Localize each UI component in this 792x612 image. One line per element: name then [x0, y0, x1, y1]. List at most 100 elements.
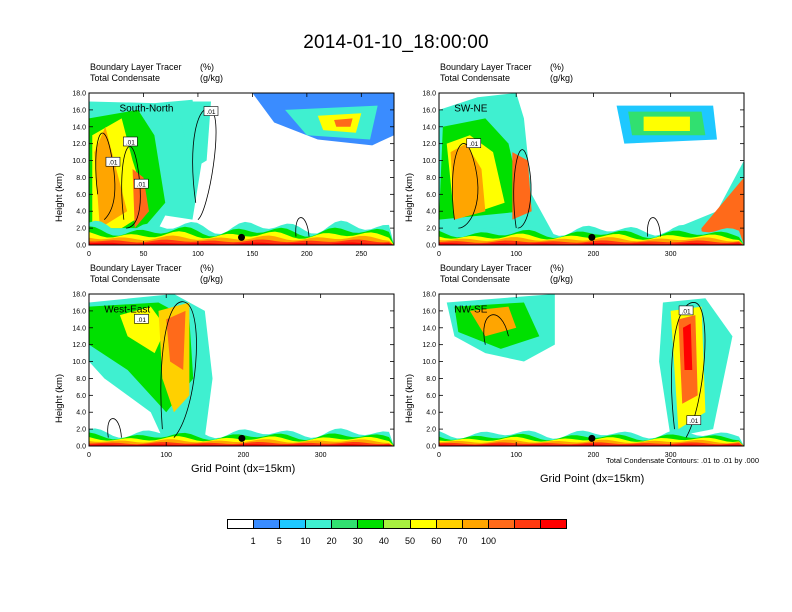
x-tick-label: 0: [87, 251, 91, 258]
panel-variable-unit: (%): [550, 263, 564, 273]
panel-variable-label: Boundary Layer Tracer: [90, 62, 182, 72]
y-tick-label: 6.0: [76, 192, 86, 199]
y-tick-label: 16.0: [72, 308, 86, 315]
condensate-contour-line: [513, 149, 532, 229]
boundary-layer-shading: [439, 242, 744, 245]
panel-contour-unit: (g/kg): [550, 274, 574, 284]
y-axis-title: Height (km): [404, 373, 415, 423]
tracer-shading: [512, 152, 532, 220]
contour-interval-note: Total Condensate Contours: .01 to .01 by…: [606, 456, 760, 465]
x-tick-label: 100: [510, 452, 522, 459]
panel-variable-unit: (%): [550, 62, 564, 72]
plot-frame: [438, 293, 745, 447]
x-tick-label: 50: [140, 251, 148, 258]
condensate-contours: [107, 301, 197, 438]
figure-title: 2014-01-10_18:00:00: [303, 32, 489, 53]
y-tick-label: 8.0: [426, 376, 436, 383]
y-tick-label: 0.0: [426, 243, 436, 250]
tracer-shading: [94, 126, 128, 229]
panel-south-north: Boundary Layer Tracer (%) Total Condensat…: [72, 62, 438, 292]
contour-label: .01: [108, 160, 117, 167]
y-tick-label: 4.0: [76, 209, 86, 216]
plot-frame: [88, 293, 395, 447]
colorbar-swatch: [254, 520, 281, 528]
colorbar-tick-label: 20: [326, 536, 337, 546]
contour-label: .01: [137, 317, 146, 324]
colorbar-swatch: [358, 520, 385, 528]
y-tick-label: 14.0: [72, 325, 86, 332]
colorbar-swatch: [280, 520, 307, 528]
x-axis-title: Grid Point (dx=15km): [191, 463, 296, 475]
x-tick-label: 300: [665, 251, 677, 258]
panel-sw-ne: Boundary Layer Tracer (%) Total Condensat…: [422, 62, 788, 292]
contour-label: .01: [682, 308, 691, 315]
condensate-contour-line: [160, 301, 197, 438]
condensate-contours: [483, 302, 706, 438]
panel-variable-label: Boundary Layer Tracer: [440, 62, 532, 72]
x-tick-label: 200: [238, 452, 250, 459]
panel-variable-label: Boundary Layer Tracer: [440, 263, 532, 273]
section-label: South-North: [120, 104, 174, 115]
y-tick-label: 6.0: [76, 393, 86, 400]
panel-contour-label: Total Condensate: [440, 274, 511, 284]
cross-section-plot: .01 .01 .01 .01 South-North 0.0 2.0 4.0 6.0 8.0 10…: [72, 91, 395, 258]
y-tick-label: 8.0: [426, 175, 436, 182]
panel-west-east: Boundary Layer Tracer (%) Total Condensat…: [72, 263, 438, 493]
colorbar-tick-label: 1: [250, 536, 256, 546]
contour-label: .01: [137, 182, 146, 189]
contour-label: .01: [206, 109, 215, 116]
cross-section-plot: .01 .01 NW-SE 0.0 2.0 4.0 6.0 8.0 10.0 12.0 14.0 16…: [422, 292, 745, 459]
y-axis-title: Height (km): [404, 172, 415, 222]
x-tick-label: 200: [301, 251, 313, 258]
y-tick-label: 18.0: [72, 91, 86, 98]
y-tick-label: 12.0: [72, 141, 86, 148]
panel-contour-unit: (g/kg): [200, 274, 224, 284]
colorbar-swatch: [332, 520, 359, 528]
x-tick-label: 0: [437, 251, 441, 258]
x-axis-title: Grid Point (dx=15km): [540, 473, 645, 485]
location-marker: [588, 434, 596, 442]
y-tick-label: 2.0: [76, 427, 86, 434]
y-tick-label: 10.0: [72, 359, 86, 366]
x-tick-label: 0: [437, 452, 441, 459]
colorbar-swatch: [228, 520, 255, 528]
colorbar-swatch: [462, 520, 489, 528]
boundary-layer-shading: [89, 242, 394, 245]
y-tick-label: 16.0: [72, 107, 86, 114]
colorbar-swatch: [540, 520, 567, 528]
y-tick-label: 8.0: [76, 376, 86, 383]
y-tick-label: 12.0: [422, 342, 436, 349]
y-tick-label: 14.0: [422, 124, 436, 131]
contour-label-box: [123, 136, 138, 147]
tracer-shading: [176, 101, 211, 169]
plot-frame: [438, 92, 745, 246]
condensate-contour-line: [295, 217, 310, 237]
panel-contour-label: Total Condensate: [90, 73, 161, 83]
y-tick-label: 2.0: [76, 226, 86, 233]
location-marker: [238, 434, 246, 442]
tracer-shading: [701, 177, 744, 245]
condensate-contour-line: [107, 418, 122, 438]
y-tick-label: 18.0: [422, 91, 436, 98]
x-tick-label: 250: [355, 251, 367, 258]
y-tick-label: 16.0: [422, 308, 436, 315]
colorbar-tick-label: 60: [431, 536, 442, 546]
panel-variable-unit: (%): [200, 62, 214, 72]
location-marker: [588, 233, 596, 241]
colorbar-tick-label: 50: [405, 536, 416, 546]
contour-label: .01: [126, 139, 135, 146]
x-tick-label: 100: [192, 251, 204, 258]
x-tick-label: 300: [315, 452, 327, 459]
panel-variable-label: Boundary Layer Tracer: [90, 263, 182, 273]
contour-label: .01: [469, 141, 478, 148]
colorbar-swatch: [436, 520, 463, 528]
contour-label: .01: [689, 418, 698, 425]
panel-nw-se: Boundary Layer Tracer (%) Total Condensat…: [422, 263, 788, 493]
condensate-contour-line: [121, 145, 141, 229]
y-tick-label: 8.0: [76, 175, 86, 182]
section-label: SW-NE: [454, 104, 487, 115]
colorbar-tick-label: 10: [300, 536, 311, 546]
y-tick-label: 6.0: [426, 393, 436, 400]
condensate-contour-line: [452, 143, 479, 229]
colorbar-tick-label: 100: [481, 536, 497, 546]
